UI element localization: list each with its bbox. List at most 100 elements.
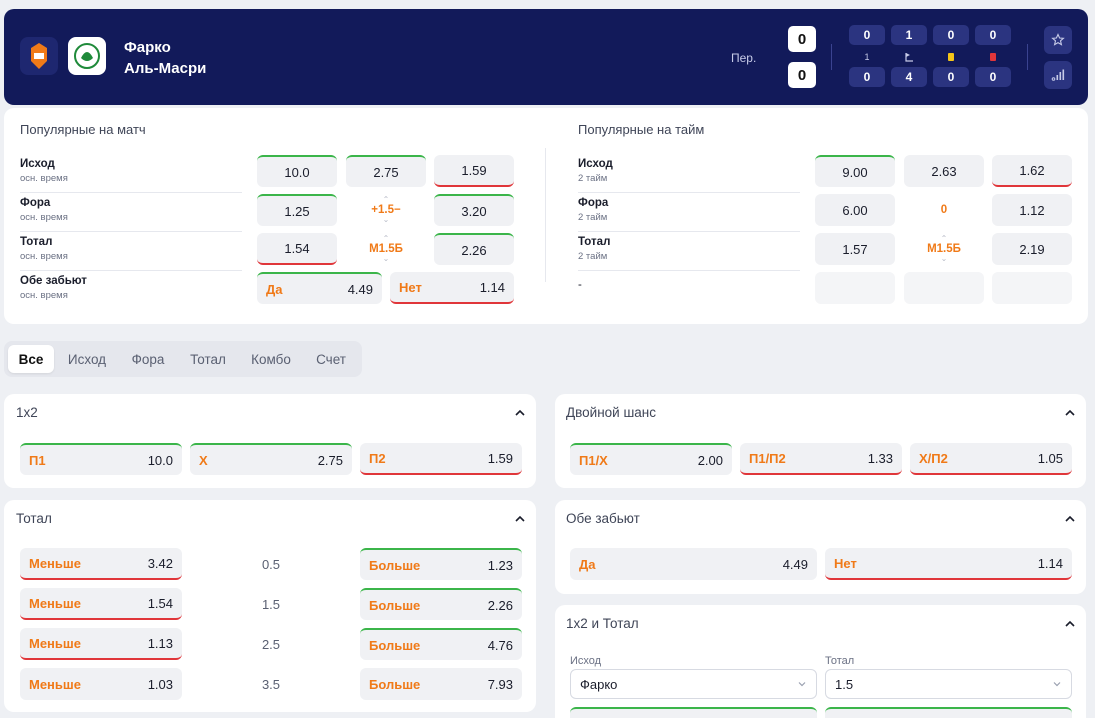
- chevron-up-icon[interactable]: [1063, 512, 1077, 526]
- chevron-up-icon[interactable]: [1063, 406, 1077, 420]
- option-odd: 1.54: [147, 595, 173, 611]
- option-label: Меньше: [29, 635, 81, 651]
- outcome-select[interactable]: Фарко: [570, 669, 817, 699]
- chevron-up-icon: ⌃: [382, 234, 390, 243]
- option-label: Х/П2: [919, 450, 948, 466]
- home-stat-cell: 1: [891, 25, 927, 45]
- odd-button[interactable]: 3.20: [434, 194, 514, 226]
- odd-button[interactable]: 10.0: [257, 155, 337, 187]
- column-divider: [545, 148, 546, 282]
- tab-total[interactable]: Тотал: [190, 351, 226, 367]
- odd-button[interactable]: 6.00: [815, 194, 895, 226]
- option-label: Меньше: [29, 676, 81, 692]
- odd-button[interactable]: 1.12: [992, 194, 1072, 226]
- divider: [1027, 44, 1028, 70]
- market-period: осн. время: [20, 290, 68, 301]
- select-value: 1.5: [835, 676, 854, 692]
- odd-button[interactable]: 1.57: [815, 233, 895, 265]
- btts-yes-button[interactable]: Да 4.49: [570, 548, 817, 580]
- under-button[interactable]: Меньше 3.42: [20, 548, 182, 580]
- odd-button[interactable]: 2.75: [346, 155, 426, 187]
- market-name: Исход: [578, 158, 613, 170]
- btts-yes-button[interactable]: Да 4.49: [257, 272, 382, 304]
- half-label: 1: [864, 52, 870, 62]
- chevron-down-icon: ⌄: [940, 254, 948, 263]
- odd-button[interactable]: [825, 707, 1072, 718]
- total-selector[interactable]: ⌃ М1.5Б ⌄: [904, 233, 984, 265]
- away-stat-cell: 0: [975, 67, 1011, 87]
- option-odd: 4.49: [782, 556, 808, 572]
- odd-button[interactable]: П1 10.0: [20, 443, 182, 475]
- total-select[interactable]: 1.5: [825, 669, 1072, 699]
- chevron-up-icon[interactable]: [513, 512, 527, 526]
- option-odd: 2.00: [697, 452, 723, 468]
- handicap-value: +1.5−: [371, 204, 401, 216]
- away-score: 0: [788, 62, 816, 88]
- odd-button[interactable]: 2.26: [434, 233, 514, 265]
- market-row-label: -: [578, 271, 800, 310]
- tab-outcome[interactable]: Исход: [67, 351, 107, 367]
- market-row-label: Исход осн. время: [20, 154, 242, 193]
- btts-no-button[interactable]: Нет 1.14: [825, 548, 1072, 580]
- total-field-label: Тотал: [825, 655, 855, 667]
- away-team-name: Аль-Масри: [124, 60, 207, 77]
- chevron-down-icon: ⌄: [382, 254, 390, 263]
- tab-handicap[interactable]: Фора: [131, 351, 165, 367]
- match-header: Фарко Аль-Масри Пер. 0 0 0 1 0 0 1 0 4 0…: [4, 9, 1088, 105]
- chevron-up-icon[interactable]: [1063, 617, 1077, 631]
- chevron-down-icon: [798, 682, 806, 687]
- odd-button[interactable]: 2.63: [904, 155, 984, 187]
- odd-button[interactable]: 1.62: [992, 155, 1072, 187]
- empty-odd-slot: [815, 272, 895, 304]
- handicap-value[interactable]: 0: [940, 204, 948, 216]
- market-name: Фора: [20, 197, 51, 209]
- odd-button[interactable]: 1.59: [434, 155, 514, 187]
- market-title: Тотал: [16, 511, 52, 526]
- odd-button[interactable]: 1.25: [257, 194, 337, 226]
- total-selector[interactable]: ⌃ М1.5Б ⌄: [346, 233, 426, 265]
- market-name: Фора: [578, 197, 609, 209]
- away-stat-cell: 0: [849, 67, 885, 87]
- over-button[interactable]: Больше 2.26: [360, 588, 522, 620]
- odd-button[interactable]: Х/П2 1.05: [910, 443, 1072, 475]
- under-button[interactable]: Меньше 1.54: [20, 588, 182, 620]
- over-button[interactable]: Больше 4.76: [360, 628, 522, 660]
- option-odd: 2.75: [317, 452, 343, 468]
- handicap-selector[interactable]: ⌃ +1.5− ⌄: [346, 194, 426, 226]
- market-period: осн. время: [20, 173, 68, 184]
- tab-score[interactable]: Счет: [316, 351, 346, 367]
- btts-no-button[interactable]: Нет 1.14: [390, 272, 514, 304]
- option-odd: 1.13: [147, 635, 173, 651]
- chevron-up-icon[interactable]: [513, 406, 527, 420]
- odd-button[interactable]: [570, 707, 817, 718]
- odd-button[interactable]: 9.00: [815, 155, 895, 187]
- odd-button[interactable]: Х 2.75: [190, 443, 352, 475]
- yellow-card-icon: [933, 50, 969, 64]
- odd-button[interactable]: 1.54: [257, 233, 337, 265]
- odd-button[interactable]: 2.19: [992, 233, 1072, 265]
- market-period: 2 тайм: [578, 251, 608, 262]
- option-odd: 1.59: [487, 450, 513, 466]
- tab-combo[interactable]: Комбо: [251, 351, 291, 367]
- tab-all[interactable]: Все: [8, 345, 54, 373]
- option-label: Больше: [369, 597, 421, 613]
- under-button[interactable]: Меньше 1.13: [20, 628, 182, 660]
- over-button[interactable]: Больше 7.93: [360, 668, 522, 700]
- market-double-chance-card: Двойной шанс П1/Х 2.00 П1/П2 1.33 Х/П2 1.05: [555, 394, 1086, 488]
- total-line: 2.5: [261, 637, 281, 652]
- over-button[interactable]: Больше 1.23: [360, 548, 522, 580]
- odd-button[interactable]: П2 1.59: [360, 443, 522, 475]
- market-name: Тотал: [578, 236, 611, 248]
- odd-button[interactable]: П1/Х 2.00: [570, 443, 732, 475]
- favorite-button[interactable]: [1044, 26, 1072, 54]
- market-title: Двойной шанс: [566, 405, 657, 420]
- statistics-button[interactable]: [1044, 61, 1072, 89]
- odd-button[interactable]: П1/П2 1.33: [740, 443, 902, 475]
- empty-odd-slot: [904, 272, 984, 304]
- home-stat-cell: 0: [933, 25, 969, 45]
- option-odd: 1.14: [479, 279, 505, 295]
- under-button[interactable]: Меньше 1.03: [20, 668, 182, 700]
- star-icon: [1051, 33, 1065, 46]
- market-period: 2 тайм: [578, 212, 608, 223]
- popular-panel: Популярные на матч Популярные на тайм Ис…: [4, 108, 1088, 324]
